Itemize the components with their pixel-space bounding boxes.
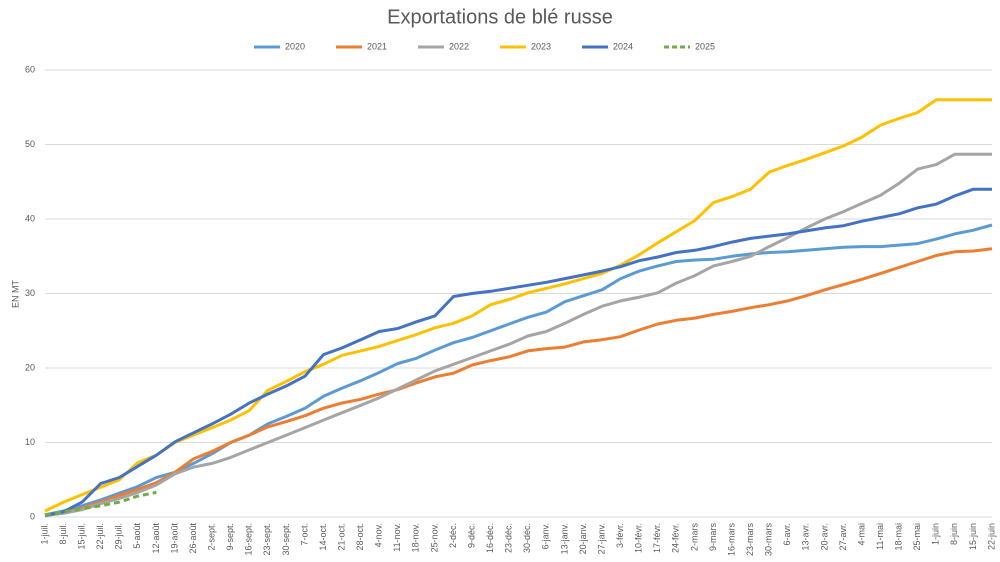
x-tick-label: 30-mars [764, 523, 774, 557]
x-tick-label: 27-avr. [838, 523, 848, 551]
series-line [44, 98, 992, 513]
x-tick-label: 13-janv. [559, 523, 569, 554]
x-tick-label: 19-août [169, 523, 179, 554]
x-tick-label: 30-sept. [281, 523, 291, 556]
x-tick-label: 14-oct. [318, 523, 328, 551]
series-line [44, 187, 992, 517]
legend-label: 2022 [449, 41, 469, 51]
x-tick-label: 11-nov. [392, 523, 402, 552]
x-tick-label: 3-févr. [615, 523, 625, 548]
x-tick-label: 24-févr. [671, 523, 681, 553]
y-tick-label: 30 [25, 288, 35, 298]
x-tick-label: 8-juil. [58, 523, 68, 545]
x-tick-label: 23-sept. [262, 523, 272, 556]
series-line [44, 223, 993, 517]
x-tick-label: 15-juil. [77, 523, 87, 550]
x-tick-label: 18-mai [894, 523, 904, 551]
y-tick-label: 40 [25, 213, 35, 223]
y-tick-label: 0 [30, 511, 35, 521]
chart-title: Exportations de blé russe [387, 6, 613, 28]
x-tick-label: 2-sept. [206, 523, 216, 551]
x-tick-label: 16-mars [726, 523, 736, 557]
x-tick-label: 12-août [151, 523, 161, 554]
x-tick-label: 7-oct. [299, 523, 309, 546]
x-tick-label: 9-mars [708, 523, 718, 552]
x-tick-label: 1-juil. [39, 523, 49, 545]
x-tick-label: 6-janv. [541, 523, 551, 549]
x-tick-label: 2-déc. [448, 523, 458, 548]
x-tick-label: 6-avr. [782, 523, 792, 546]
x-tick-label: 27-janv. [596, 523, 606, 554]
x-tick-label: 11-mai [875, 523, 885, 550]
legend-label: 2023 [531, 41, 551, 51]
legend-label: 2024 [613, 41, 633, 51]
x-tick-label: 2-mars [689, 523, 699, 552]
x-tick-label: 9-déc. [466, 523, 476, 548]
x-tick-label: 13-avr. [801, 523, 811, 551]
x-tick-label: 18-nov. [411, 523, 421, 552]
x-tick-label: 1-juin [931, 523, 941, 545]
x-tick-label: 10-févr. [634, 523, 644, 553]
x-tick-label: 22-juil. [95, 523, 105, 550]
x-tick-label: 8-juin [949, 523, 959, 545]
y-axis-title: EN MT [10, 280, 20, 309]
x-tick-label: 15-juin [968, 523, 978, 550]
x-tick-label: 16-déc. [485, 523, 495, 553]
x-tick-label: 16-sept. [244, 523, 254, 556]
x-tick-label: 25-nov. [429, 523, 439, 552]
x-tick-label: 17-févr. [652, 523, 662, 553]
legend-label: 2025 [695, 41, 715, 51]
y-tick-label: 10 [25, 437, 35, 447]
series-line [44, 490, 157, 517]
y-tick-label: 20 [25, 362, 35, 372]
y-tick-label: 50 [25, 139, 35, 149]
x-tick-label: 30-déc. [522, 523, 532, 553]
x-tick-label: 21-oct. [336, 523, 346, 551]
x-tick-label: 23-déc. [504, 523, 514, 553]
x-tick-label: 23-mars [745, 523, 755, 557]
series-line [44, 152, 992, 517]
legend-label: 2020 [285, 41, 305, 51]
x-tick-label: 28-oct. [355, 523, 365, 551]
x-tick-label: 20-janv. [578, 523, 588, 554]
y-tick-label: 60 [25, 64, 35, 74]
x-tick-label: 4-mai [856, 523, 866, 546]
x-tick-label: 4-nov. [374, 523, 384, 547]
legend-label: 2021 [367, 41, 387, 51]
series-line [44, 247, 993, 517]
x-tick-label: 25-mai [912, 523, 922, 551]
x-tick-label: 9-sept. [225, 523, 235, 551]
x-tick-label: 22-juin [986, 523, 996, 550]
x-tick-label: 26-août [188, 523, 198, 554]
x-tick-label: 20-avr. [819, 523, 829, 551]
x-tick-label: 5-août [132, 523, 142, 549]
x-tick-label: 29-juil. [114, 523, 124, 550]
